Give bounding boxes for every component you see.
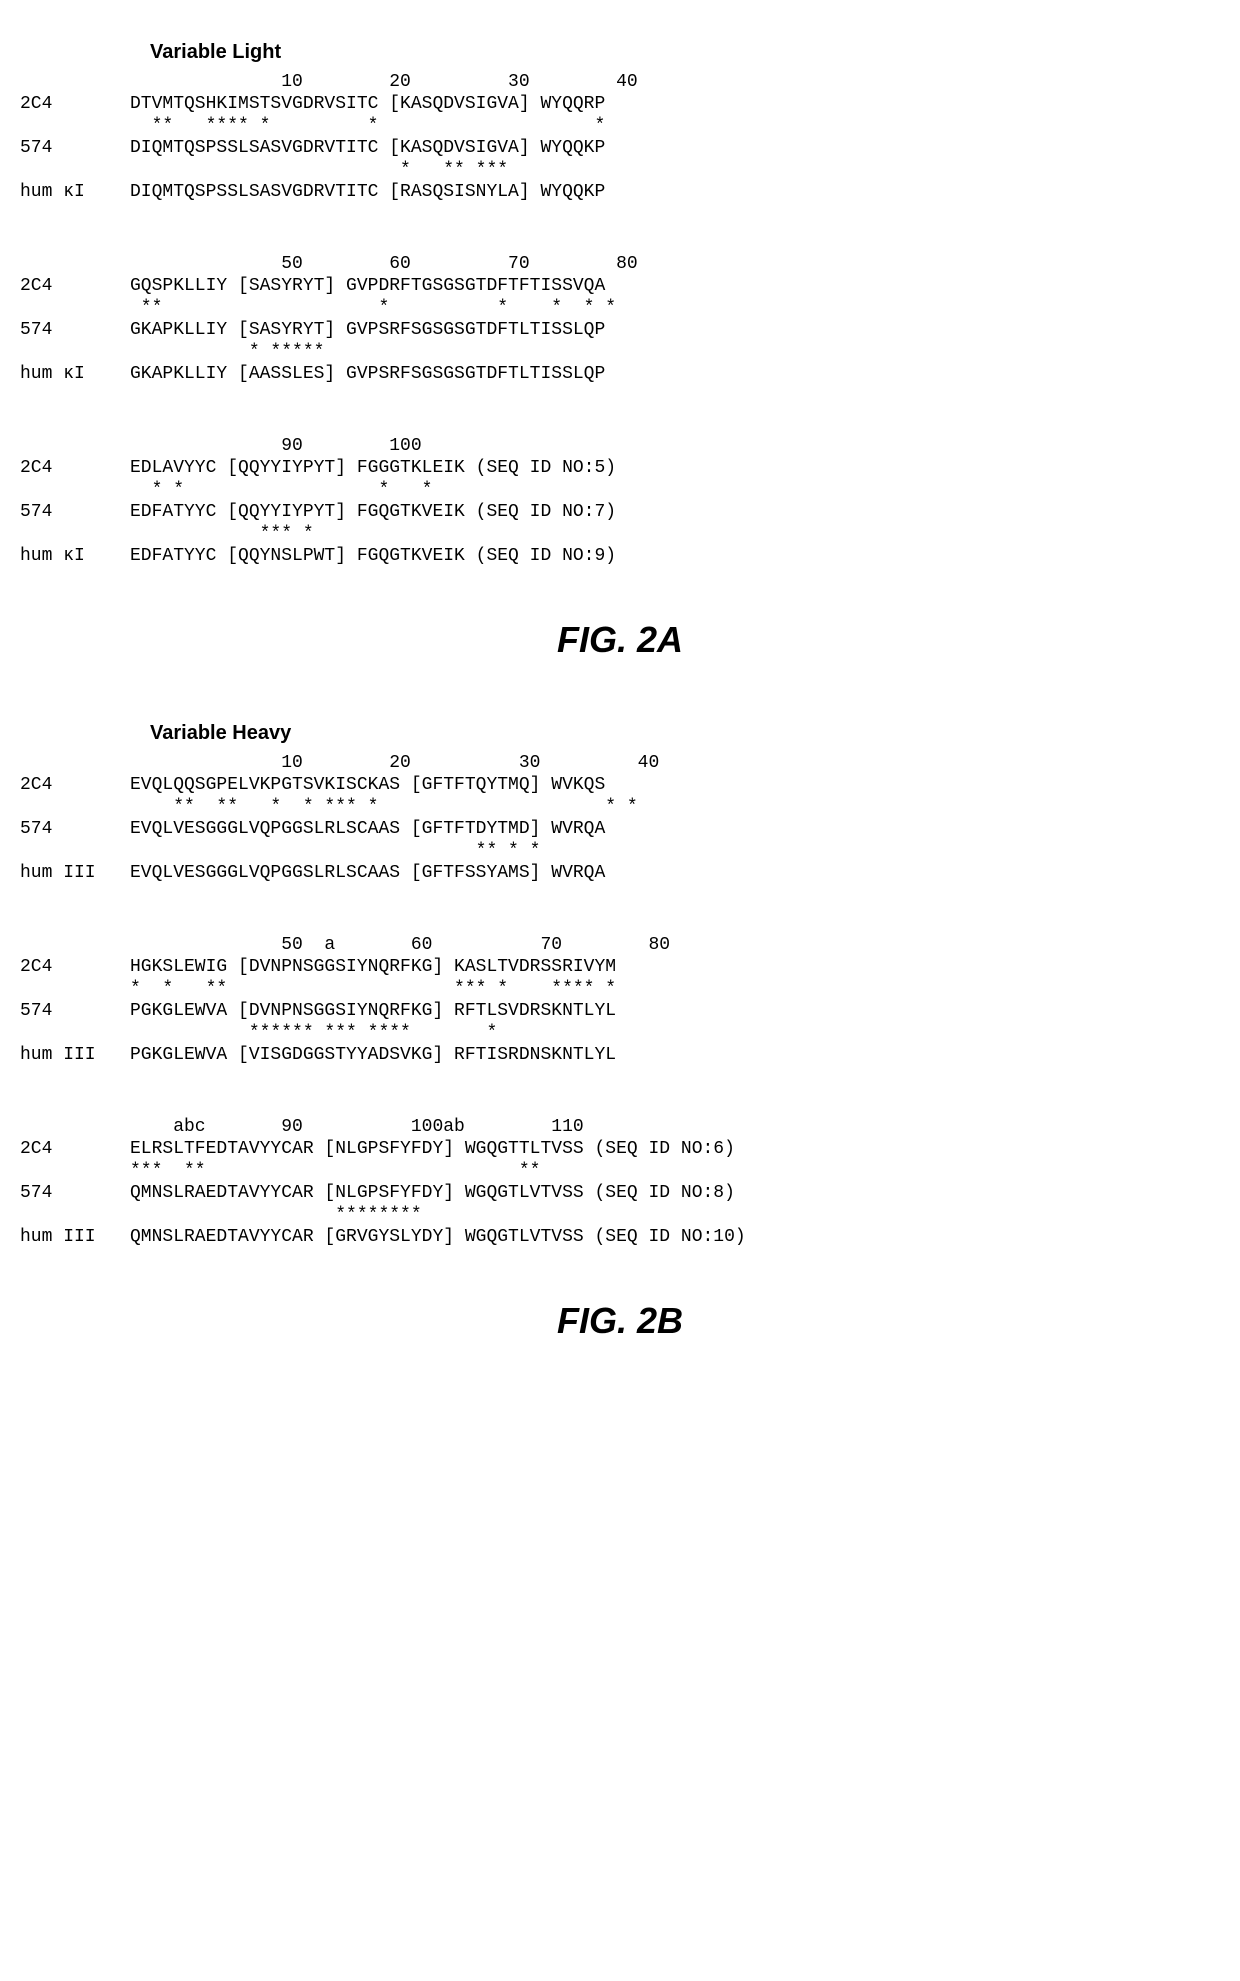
diff-markers: * ***** <box>130 342 324 364</box>
seq-label: 574 <box>20 819 130 841</box>
diff-markers: * ** *** <box>130 160 508 182</box>
alignment-block-a3: 90 100 2C4EDLAVYYC [QQYYIYPYT] FGGGTKLEI… <box>20 436 1220 568</box>
sequence-text: EVQLVESGGGLVQPGGSLRLSCAAS [GFTFSSYAMS] W… <box>130 863 605 885</box>
sequence-text: DIQMTQSPSSLSASVGDRVTITC [KASQDVSIGVA] WY… <box>130 138 605 160</box>
alignment-block-b1: 10 20 30 40 2C4EVQLQQSGPELVKPGTSVKISCKAS… <box>20 753 1220 885</box>
sequence-text: EVQLVESGGGLVQPGGSLRLSCAAS [GFTFTDYTMD] W… <box>130 819 605 841</box>
diff-markers: ** * * * * * <box>130 298 616 320</box>
section-title-light: Variable Light <box>150 40 1220 64</box>
star-label <box>20 841 130 863</box>
seq-label: hum III <box>20 1227 130 1249</box>
star-label <box>20 1023 130 1045</box>
seq-label: 2C4 <box>20 775 130 797</box>
figure-caption-2b: FIG. 2B <box>20 1299 1220 1342</box>
figure-caption-2a: FIG. 2A <box>20 618 1220 661</box>
seq-label: hum III <box>20 863 130 885</box>
star-label <box>20 160 130 182</box>
diff-markers: * * * * <box>130 480 432 502</box>
seq-label: 574 <box>20 1001 130 1023</box>
position-ruler: 50 60 70 80 <box>130 254 638 276</box>
alignment-block-a1: 10 20 30 40 2C4DTVMTQSHKIMSTSVGDRVSITC [… <box>20 72 1220 204</box>
seq-label: hum κI <box>20 364 130 386</box>
sequence-text: GKAPKLLIY [SASYRYT] GVPSRFSGSGSGTDFTLTIS… <box>130 320 605 342</box>
sequence-text: DTVMTQSHKIMSTSVGDRVSITC [KASQDVSIGVA] WY… <box>130 94 605 116</box>
sequence-text: PGKGLEWVA [VISGDGGSTYYADSVKG] RFTISRDNSK… <box>130 1045 616 1067</box>
seq-label: 2C4 <box>20 1139 130 1161</box>
sequence-text: EDFATYYC [QQYYIYPYT] FGQGTKVEIK (SEQ ID … <box>130 502 616 524</box>
seq-label: 2C4 <box>20 957 130 979</box>
sequence-text: EVQLQQSGPELVKPGTSVKISCKAS [GFTFTQYTMQ] W… <box>130 775 605 797</box>
pos-label <box>20 1117 130 1139</box>
sequence-text: QMNSLRAEDTAVYYCAR [NLGPSFYFDY] WGQGTLVTV… <box>130 1183 735 1205</box>
diff-markers: ** ** * * *** * * * <box>130 797 638 819</box>
sequence-text: ELRSLTFEDTAVYYCAR [NLGPSFYFDY] WGQGTTLTV… <box>130 1139 735 1161</box>
seq-label: hum κI <box>20 546 130 568</box>
star-label <box>20 1161 130 1183</box>
sequence-text: GKAPKLLIY [AASSLES] GVPSRFSGSGSGTDFTLTIS… <box>130 364 605 386</box>
seq-label: 574 <box>20 1183 130 1205</box>
diff-markers: ******** <box>130 1205 422 1227</box>
pos-label <box>20 935 130 957</box>
diff-markers: ****** *** **** * <box>130 1023 497 1045</box>
sequence-text: GQSPKLLIY [SASYRYT] GVPDRFTGSGSGTDFTFTIS… <box>130 276 605 298</box>
pos-label <box>20 436 130 458</box>
diff-markers: ** * * <box>130 841 540 863</box>
seq-label: 574 <box>20 320 130 342</box>
alignment-block-b2: 50 a 60 70 80 2C4HGKSLEWIG [DVNPNSGGSIYN… <box>20 935 1220 1067</box>
seq-label: hum κI <box>20 182 130 204</box>
sequence-text: PGKGLEWVA [DVNPNSGGSIYNQRFKG] RFTLSVDRSK… <box>130 1001 616 1023</box>
star-label <box>20 1205 130 1227</box>
position-ruler: 10 20 30 40 <box>130 72 638 94</box>
seq-label: 2C4 <box>20 458 130 480</box>
seq-label: 574 <box>20 138 130 160</box>
position-ruler: abc 90 100ab 110 <box>130 1117 584 1139</box>
pos-label <box>20 72 130 94</box>
star-label <box>20 797 130 819</box>
star-label <box>20 342 130 364</box>
diff-markers: *** ** ** <box>130 1161 540 1183</box>
section-title-heavy: Variable Heavy <box>150 721 1220 745</box>
position-ruler: 10 20 30 40 <box>130 753 659 775</box>
position-ruler: 50 a 60 70 80 <box>130 935 670 957</box>
alignment-block-b3: abc 90 100ab 110 2C4ELRSLTFEDTAVYYCAR [N… <box>20 1117 1220 1249</box>
star-label <box>20 298 130 320</box>
sequence-text: HGKSLEWIG [DVNPNSGGSIYNQRFKG] KASLTVDRSS… <box>130 957 616 979</box>
star-label <box>20 979 130 1001</box>
diff-markers: *** * <box>130 524 314 546</box>
seq-label: 2C4 <box>20 276 130 298</box>
star-label <box>20 116 130 138</box>
pos-label <box>20 254 130 276</box>
seq-label: 574 <box>20 502 130 524</box>
alignment-block-a2: 50 60 70 80 2C4GQSPKLLIY [SASYRYT] GVPDR… <box>20 254 1220 386</box>
pos-label <box>20 753 130 775</box>
seq-label: hum III <box>20 1045 130 1067</box>
diff-markers: ** **** * * * <box>130 116 605 138</box>
star-label <box>20 480 130 502</box>
star-label <box>20 524 130 546</box>
position-ruler: 90 100 <box>130 436 422 458</box>
sequence-text: DIQMTQSPSSLSASVGDRVTITC [RASQSISNYLA] WY… <box>130 182 605 204</box>
sequence-text: EDFATYYC [QQYNSLPWT] FGQGTKVEIK (SEQ ID … <box>130 546 616 568</box>
diff-markers: * * ** *** * **** * <box>130 979 616 1001</box>
sequence-text: QMNSLRAEDTAVYYCAR [GRVGYSLYDY] WGQGTLVTV… <box>130 1227 746 1249</box>
sequence-text: EDLAVYYC [QQYYIYPYT] FGGGTKLEIK (SEQ ID … <box>130 458 616 480</box>
seq-label: 2C4 <box>20 94 130 116</box>
